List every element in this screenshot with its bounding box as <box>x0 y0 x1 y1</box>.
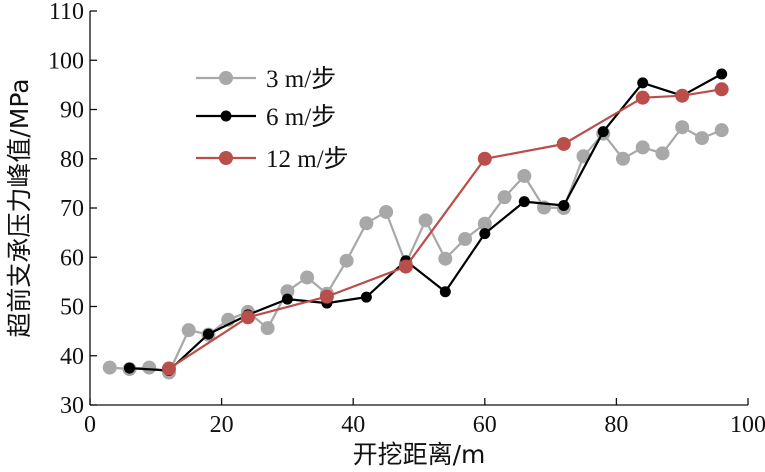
data-point <box>360 291 372 303</box>
x-tick-label: 60 <box>473 412 497 438</box>
x-tick-label: 80 <box>604 412 628 438</box>
data-point <box>300 270 315 285</box>
data-point <box>675 120 690 135</box>
y-tick-label: 90 <box>60 98 84 124</box>
y-tick-label: 70 <box>60 196 84 222</box>
y-tick-labels: 30 40 50 60 70 80 90 100 110 <box>48 0 84 419</box>
data-point <box>280 284 295 299</box>
data-point <box>477 151 492 166</box>
x-tick-label: 20 <box>210 412 234 438</box>
y-tick-label: 110 <box>49 0 84 25</box>
legend-item: 6 m/步 <box>196 103 336 131</box>
data-point <box>281 293 293 305</box>
legend-marker <box>219 151 233 165</box>
data-point <box>694 131 709 146</box>
y-tick-label: 100 <box>48 48 84 74</box>
data-point <box>635 90 650 105</box>
x-tick-label: 0 <box>84 412 96 438</box>
legend-marker <box>219 71 233 85</box>
data-point <box>398 259 413 274</box>
data-point <box>359 216 374 231</box>
data-point <box>458 232 473 247</box>
data-point <box>714 123 729 138</box>
legend: 3 m/步 6 m/步 12 m/步 <box>196 65 349 173</box>
data-point <box>379 204 394 219</box>
data-point <box>339 253 354 268</box>
y-tick-label: 30 <box>60 393 84 419</box>
data-point <box>319 289 334 304</box>
series-line <box>168 88 722 370</box>
data-point <box>181 323 196 338</box>
y-tick-label: 50 <box>60 295 84 321</box>
x-tick-labels: 0 20 40 60 80 100 <box>84 412 765 438</box>
legend-marker <box>220 110 232 122</box>
data-point <box>142 360 157 375</box>
legend-label: 12 m/步 <box>266 145 349 173</box>
data-point <box>477 216 492 231</box>
data-point <box>418 213 433 228</box>
data-point <box>479 228 491 240</box>
data-point <box>161 361 176 376</box>
y-tick-label: 80 <box>60 147 84 173</box>
series-line <box>129 73 723 372</box>
data-point <box>558 200 570 212</box>
data-point <box>518 196 530 208</box>
y-axis-title: 超前支承压力峰值/MPa <box>5 78 34 337</box>
data-point <box>102 360 117 375</box>
data-point <box>240 310 255 325</box>
legend-label: 6 m/步 <box>266 103 336 131</box>
data-point <box>637 77 649 89</box>
data-point <box>123 362 135 374</box>
data-point <box>497 190 512 205</box>
data-point <box>438 251 453 266</box>
data-point <box>556 136 571 151</box>
legend-item: 12 m/步 <box>196 145 349 173</box>
series-line <box>109 126 723 374</box>
series-1 <box>102 120 729 380</box>
x-tick-label: 40 <box>341 412 365 438</box>
axis-ticks <box>89 10 749 406</box>
data-point <box>615 151 630 166</box>
legend-label: 3 m/步 <box>266 65 336 93</box>
legend-item: 3 m/步 <box>196 65 336 93</box>
data-point <box>655 146 670 161</box>
x-axis-title: 开挖距离/m <box>353 440 486 469</box>
data-point <box>716 68 728 80</box>
series-layer <box>102 68 729 380</box>
series-3 <box>161 82 729 376</box>
data-point <box>675 88 690 103</box>
data-point <box>439 286 451 298</box>
data-point <box>260 321 275 336</box>
data-point <box>202 328 214 340</box>
data-point <box>517 168 532 183</box>
data-point <box>635 140 650 155</box>
data-point <box>714 82 729 97</box>
data-point <box>597 126 609 138</box>
y-tick-label: 40 <box>60 344 84 370</box>
x-tick-label: 100 <box>730 412 765 438</box>
y-tick-label: 60 <box>60 245 84 271</box>
